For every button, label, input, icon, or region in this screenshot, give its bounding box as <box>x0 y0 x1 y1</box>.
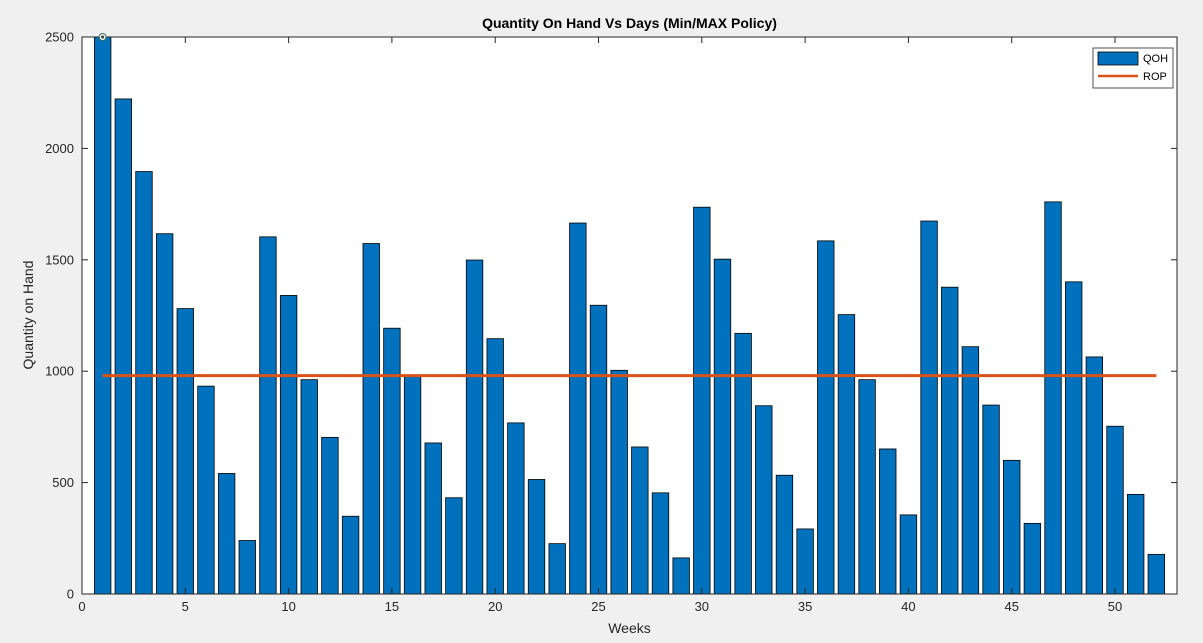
bar-week-12 <box>321 436 339 595</box>
bar-week-26 <box>610 369 628 595</box>
bar-week-9 <box>259 236 277 595</box>
x-tick-label: 40 <box>901 599 915 614</box>
bar-week-3 <box>135 171 153 595</box>
y-tick-label: 1000 <box>45 364 74 379</box>
bar-week-21 <box>507 422 525 595</box>
bar-week-27 <box>631 446 649 595</box>
y-axis-label: Quantity on Hand <box>20 261 36 370</box>
bar-week-8 <box>238 540 256 595</box>
bar-week-6 <box>197 385 215 595</box>
bar-week-22 <box>527 479 546 595</box>
x-tick-label: 45 <box>1004 599 1018 614</box>
y-tick-label: 0 <box>67 587 74 602</box>
y-axis-ticks: 0 500 1000 1500 2000 2500 <box>45 30 1177 602</box>
legend: QOH ROP <box>1092 47 1174 89</box>
x-tick-label: 15 <box>385 599 399 614</box>
x-tick-label: 20 <box>488 599 502 614</box>
bar-week-51 <box>1127 494 1145 595</box>
bar-week-48 <box>1065 281 1083 595</box>
bar-week-32 <box>734 332 752 595</box>
bar-week-46 <box>1023 522 1042 595</box>
bar-week-52 <box>1147 553 1166 595</box>
bar-week-33 <box>755 405 773 595</box>
bar-week-23 <box>548 543 566 595</box>
bar-week-41 <box>920 220 938 595</box>
data-marker-group <box>98 33 107 41</box>
plot-frame <box>81 36 1178 595</box>
bar-week-29 <box>672 557 690 595</box>
x-tick-label: 25 <box>591 599 605 614</box>
bar-week-15 <box>383 327 401 595</box>
y-tick-label: 2000 <box>45 141 74 156</box>
bar-week-25 <box>589 304 608 595</box>
chart-title: Quantity On Hand Vs Days (Min/MAX Policy… <box>482 15 777 31</box>
bar-week-7 <box>217 473 236 595</box>
legend-label-rop: ROP <box>1143 71 1167 83</box>
bar-week-50 <box>1106 425 1124 595</box>
x-axis-label: Weeks <box>608 620 651 636</box>
bar-week-37 <box>837 314 856 595</box>
x-axis-ticks: 0 5 10 15 20 25 30 35 40 45 50 <box>78 37 1122 614</box>
y-tick-label: 2500 <box>45 30 74 45</box>
x-tick-label: 50 <box>1108 599 1122 614</box>
bar-week-5 <box>176 308 194 595</box>
bar-week-13 <box>341 515 360 595</box>
bar-week-34 <box>775 474 794 595</box>
bar-week-14 <box>362 243 380 595</box>
bar-week-2 <box>114 98 132 595</box>
legend-label-qoh: QOH <box>1143 53 1168 65</box>
bar-week-10 <box>279 295 298 595</box>
bar-week-42 <box>941 286 959 595</box>
bar-week-30 <box>693 206 711 595</box>
bar-week-43 <box>961 346 980 595</box>
datatip-marker-inner <box>101 35 105 39</box>
legend-swatch-qoh <box>1097 51 1139 66</box>
x-tick-label: 30 <box>695 599 709 614</box>
bar-week-4 <box>155 233 174 595</box>
bar-week-38 <box>858 379 876 595</box>
bar-week-11 <box>300 379 318 595</box>
bar-week-19 <box>465 259 484 595</box>
bar-week-18 <box>445 497 463 595</box>
bar-week-35 <box>796 528 814 595</box>
bar-week-47 <box>1044 201 1062 595</box>
bar-week-49 <box>1085 356 1104 595</box>
bar-week-1 <box>93 36 112 595</box>
bar-week-16 <box>403 375 422 595</box>
bar-week-28 <box>651 492 670 595</box>
x-tick-label: 0 <box>78 599 85 614</box>
bar-week-40 <box>899 514 918 595</box>
x-tick-label: 10 <box>281 599 295 614</box>
bar-week-17 <box>424 442 442 595</box>
x-tick-label: 35 <box>798 599 812 614</box>
y-tick-label: 500 <box>52 475 74 490</box>
bar-week-36 <box>817 240 835 595</box>
bar-week-44 <box>982 404 1000 595</box>
bar-week-45 <box>1003 459 1021 595</box>
bar-week-31 <box>713 258 732 595</box>
y-tick-label: 1500 <box>45 252 74 267</box>
bar-week-39 <box>879 448 897 595</box>
x-tick-label: 5 <box>182 599 189 614</box>
bar-week-24 <box>569 222 587 595</box>
